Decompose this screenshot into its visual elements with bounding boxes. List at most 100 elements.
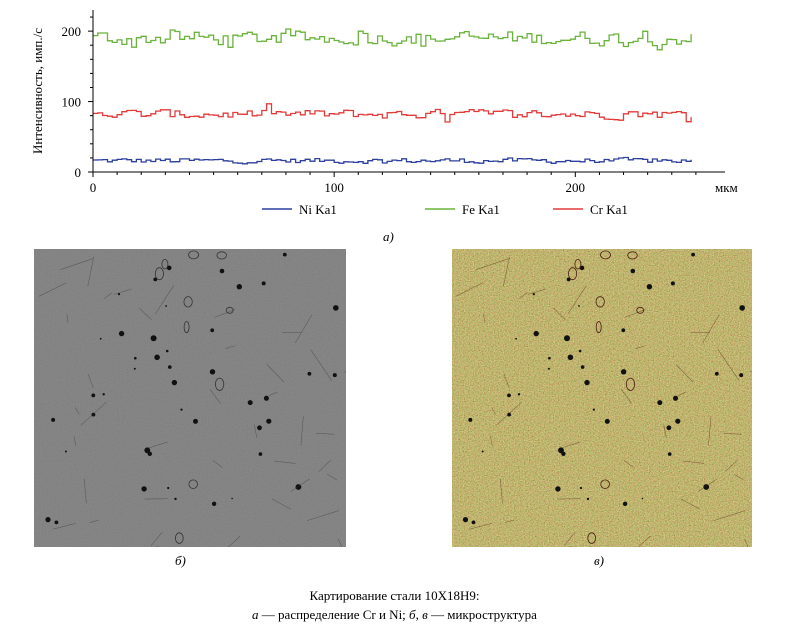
inclusion-dot [646,284,653,290]
legend-label: Ni Ka1 [299,202,337,217]
inclusion-dot [134,356,137,360]
inclusion-dot [532,293,535,296]
caption-mid: — распределение Cr и Ni; [258,607,410,622]
micrograph-color-map [452,249,752,547]
legend: Ni Ka1 Fe Ka1 Cr Ka1 [262,202,628,217]
y-tick-label: 200 [62,24,82,39]
inclusion-dot [481,450,484,453]
x-tick-label: 100 [324,180,344,195]
x-tick-label: 200 [566,180,586,195]
panel-c-label: в) [594,553,604,568]
inclusion-dot [586,497,590,501]
inclusion-dot [258,452,263,456]
inclusion-dot [507,393,511,398]
inclusion-dot [180,408,183,411]
inclusion-dot [333,305,339,311]
inclusion-dot [99,337,102,340]
inclusion-dot [517,393,521,396]
inclusion-dot [167,486,170,490]
inclusion-dot [675,418,681,424]
caption-sep: , [415,607,423,622]
intensity-line-chart: 0 100 200 мкм 0 100 200 Интенсивность, имп./с N… [30,10,738,217]
y-tick-label: 100 [62,95,82,110]
inclusion-dot [641,497,644,500]
inclusion-dot [133,367,136,370]
inclusion-dot [471,520,476,525]
y-tick-label: 0 [75,165,82,180]
legend-label: Fe Ka1 [462,202,500,217]
inclusion-dot [231,497,233,500]
inclusion-dot [171,379,178,386]
inclusion-dot [168,365,172,369]
inclusion-dot [630,268,636,274]
inclusion-dot [548,356,551,360]
inclusion-dot [117,293,121,296]
inclusion-dot [673,395,678,401]
inclusion-dot [263,395,269,401]
inclusion-dot [620,369,627,375]
inclusion-dot [579,486,583,490]
inclusion-dot [578,305,580,307]
inclusion-dot [147,451,152,456]
inclusion-dot [561,451,566,456]
inclusion-dot [247,400,253,406]
inclusion-dot [559,447,563,451]
micrograph-grayscale [34,249,346,547]
inclusion-dot [657,400,663,406]
axes [88,10,725,177]
inclusion-dot [714,371,719,376]
inclusion-dot [102,393,105,396]
inclusion-dot [219,268,225,274]
inclusion-dot [462,517,469,523]
inclusion-dot [533,330,539,337]
inclusion-dot [150,335,157,342]
inclusion-dot [739,373,744,378]
inclusion-dot [118,330,125,337]
x-tick-label: 0 [90,180,97,195]
inclusion-dot [564,335,570,342]
inclusion-dot [64,450,67,453]
panel-a-label: а) [383,229,394,244]
tick-labels: 0 100 200 мкм 0 100 200 Интенсивность, имп./с [30,24,738,195]
inclusion-dot [691,252,695,257]
inclusion-dot [580,365,585,369]
inclusion-dot [703,484,710,490]
inclusion-dot [209,369,216,375]
inclusion-dot [307,371,312,376]
inclusion-dot [515,337,517,340]
inclusion-dot [211,501,217,506]
inclusion-dot [51,417,56,422]
inclusion-dot [667,452,672,456]
inclusion-dot [165,349,169,353]
inclusion-dot [193,418,198,424]
panel-b-label: б) [175,553,186,568]
inclusion-dot [91,393,96,398]
inclusion-dot [547,367,550,370]
caption-b: б [409,607,416,622]
inclusion-dot [622,501,628,506]
inclusion-dot [91,412,96,417]
inclusion-dot [584,379,590,386]
inclusion-dot [507,412,511,417]
inclusion-dot [670,281,675,286]
inclusion-dot [282,252,287,257]
series-line-ni-ka1 [93,156,692,165]
inclusion-dot [54,520,59,525]
figure-caption-line1: Картирование стали 10Х18Н9: [309,588,480,603]
caption-end: — микроструктура [427,607,537,622]
inclusion-dot [621,328,626,333]
caption-a: а [252,607,259,622]
inclusion-dot [566,277,571,282]
inclusion-dot [141,486,147,492]
figure-caption-line2: а — распределение Cr и Ni; б, в — микрос… [0,606,789,624]
inclusion-dot [332,373,337,378]
inclusion-dot [165,305,168,307]
inclusion-dot [592,408,595,411]
inclusion-dot [266,418,272,424]
inclusion-dot [604,418,610,424]
caption-c: в [422,607,428,622]
inclusion-dot [210,328,215,333]
inclusion-dot [154,354,160,361]
inclusion-dot [555,486,561,492]
inclusion-dot [236,284,242,290]
